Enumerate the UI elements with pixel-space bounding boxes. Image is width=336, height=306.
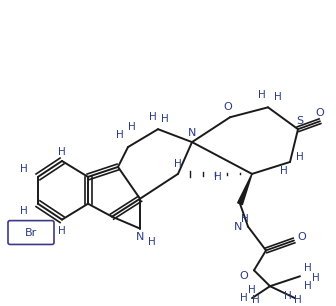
- Text: O: O: [316, 108, 324, 118]
- Text: H: H: [20, 164, 28, 174]
- Text: N: N: [234, 222, 242, 232]
- Text: H: H: [252, 295, 260, 305]
- Text: N: N: [188, 128, 196, 138]
- Text: H: H: [149, 112, 157, 122]
- Text: H: H: [241, 214, 249, 224]
- Text: H: H: [312, 273, 320, 283]
- Text: H: H: [214, 172, 222, 182]
- Text: H: H: [161, 114, 169, 124]
- Text: H: H: [20, 206, 28, 216]
- Text: H: H: [174, 159, 182, 169]
- Text: H: H: [240, 293, 248, 303]
- Text: H: H: [58, 147, 66, 157]
- Text: H: H: [304, 263, 312, 273]
- Text: H: H: [284, 291, 292, 301]
- Text: Br: Br: [25, 228, 37, 237]
- Text: H: H: [116, 130, 124, 140]
- Text: O: O: [298, 232, 306, 241]
- Text: H: H: [148, 237, 156, 248]
- Text: H: H: [280, 166, 288, 176]
- Text: H: H: [296, 152, 304, 162]
- FancyBboxPatch shape: [8, 221, 54, 244]
- Polygon shape: [238, 174, 252, 205]
- Text: H: H: [294, 295, 302, 305]
- Text: H: H: [274, 92, 282, 103]
- Text: H: H: [128, 122, 136, 132]
- Text: N: N: [136, 232, 144, 241]
- Text: O: O: [240, 271, 248, 281]
- Text: H: H: [304, 281, 312, 291]
- Text: H: H: [258, 90, 266, 100]
- Text: H: H: [58, 226, 66, 236]
- Text: S: S: [296, 116, 303, 126]
- Text: O: O: [224, 102, 233, 112]
- Text: H: H: [248, 285, 256, 295]
